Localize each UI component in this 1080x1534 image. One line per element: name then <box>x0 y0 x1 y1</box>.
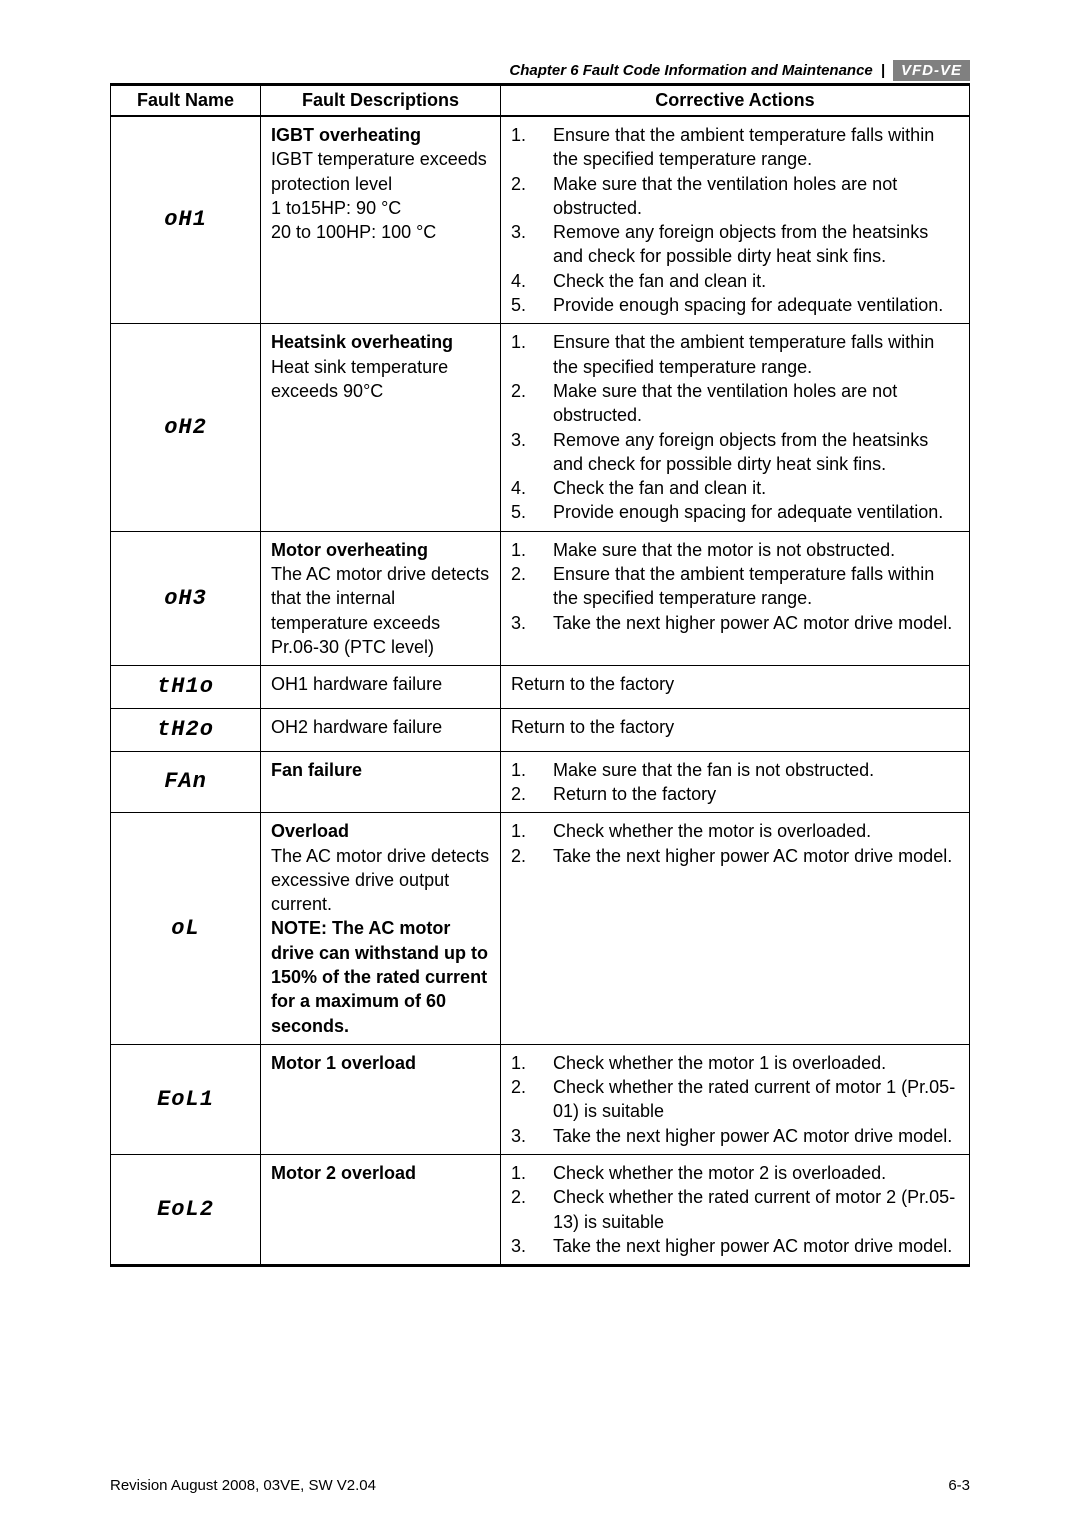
fault-code: tH1o <box>111 666 261 709</box>
col-corrective: Corrective Actions <box>501 85 970 117</box>
fault-code: oH2 <box>111 324 261 531</box>
fault-description: OH2 hardware failure <box>261 708 501 751</box>
corrective-actions: 1.Check whether the motor 1 is overloade… <box>501 1044 970 1154</box>
fault-description: Fan failure <box>261 751 501 813</box>
corrective-actions: Return to the factory <box>501 708 970 751</box>
fault-code: tH2o <box>111 708 261 751</box>
fault-description: IGBT overheatingIGBT temperature exceeds… <box>261 116 501 324</box>
footer-right: 6-3 <box>948 1477 970 1494</box>
table-row: EoL2Motor 2 overload1.Check whether the … <box>111 1155 970 1266</box>
table-row: oH1IGBT overheatingIGBT temperature exce… <box>111 116 970 324</box>
table-row: oH2Heatsink overheatingHeat sink tempera… <box>111 324 970 531</box>
fault-description: Motor 1 overload <box>261 1044 501 1154</box>
table-row: EoL1Motor 1 overload1.Check whether the … <box>111 1044 970 1154</box>
fault-description: OverloadThe AC motor drive detects exces… <box>261 813 501 1045</box>
fault-table: Fault Name Fault Descriptions Corrective… <box>110 83 970 1267</box>
corrective-actions: 1.Ensure that the ambient temperature fa… <box>501 116 970 324</box>
table-row: FAnFan failure1.Make sure that the fan i… <box>111 751 970 813</box>
brand-badge: VFD-VE <box>893 60 970 81</box>
fault-code: EoL2 <box>111 1155 261 1266</box>
fault-code: oL <box>111 813 261 1045</box>
corrective-actions: 1.Check whether the motor 2 is overloade… <box>501 1155 970 1266</box>
table-row: tH1oOH1 hardware failureReturn to the fa… <box>111 666 970 709</box>
fault-description: Heatsink overheatingHeat sink temperatur… <box>261 324 501 531</box>
table-row: tH2oOH2 hardware failureReturn to the fa… <box>111 708 970 751</box>
corrective-actions: Return to the factory <box>501 666 970 709</box>
corrective-actions: 1.Make sure that the motor is not obstru… <box>501 531 970 665</box>
chapter-title: Chapter 6 Fault Code Information and Mai… <box>509 62 872 79</box>
fault-description: Motor 2 overload <box>261 1155 501 1266</box>
table-row: oH3Motor overheatingThe AC motor drive d… <box>111 531 970 665</box>
page-header: Chapter 6 Fault Code Information and Mai… <box>110 60 970 81</box>
col-fault-desc: Fault Descriptions <box>261 85 501 117</box>
fault-code: EoL1 <box>111 1044 261 1154</box>
page-footer: Revision August 2008, 03VE, SW V2.04 6-3 <box>110 1477 970 1494</box>
fault-code: FAn <box>111 751 261 813</box>
col-fault-name: Fault Name <box>111 85 261 117</box>
fault-code: oH1 <box>111 116 261 324</box>
fault-description: OH1 hardware failure <box>261 666 501 709</box>
footer-left: Revision August 2008, 03VE, SW V2.04 <box>110 1477 376 1494</box>
corrective-actions: 1.Check whether the motor is overloaded.… <box>501 813 970 1045</box>
fault-description: Motor overheatingThe AC motor drive dete… <box>261 531 501 665</box>
fault-code: oH3 <box>111 531 261 665</box>
corrective-actions: 1.Ensure that the ambient temperature fa… <box>501 324 970 531</box>
corrective-actions: 1.Make sure that the fan is not obstruct… <box>501 751 970 813</box>
table-row: oLOverloadThe AC motor drive detects exc… <box>111 813 970 1045</box>
